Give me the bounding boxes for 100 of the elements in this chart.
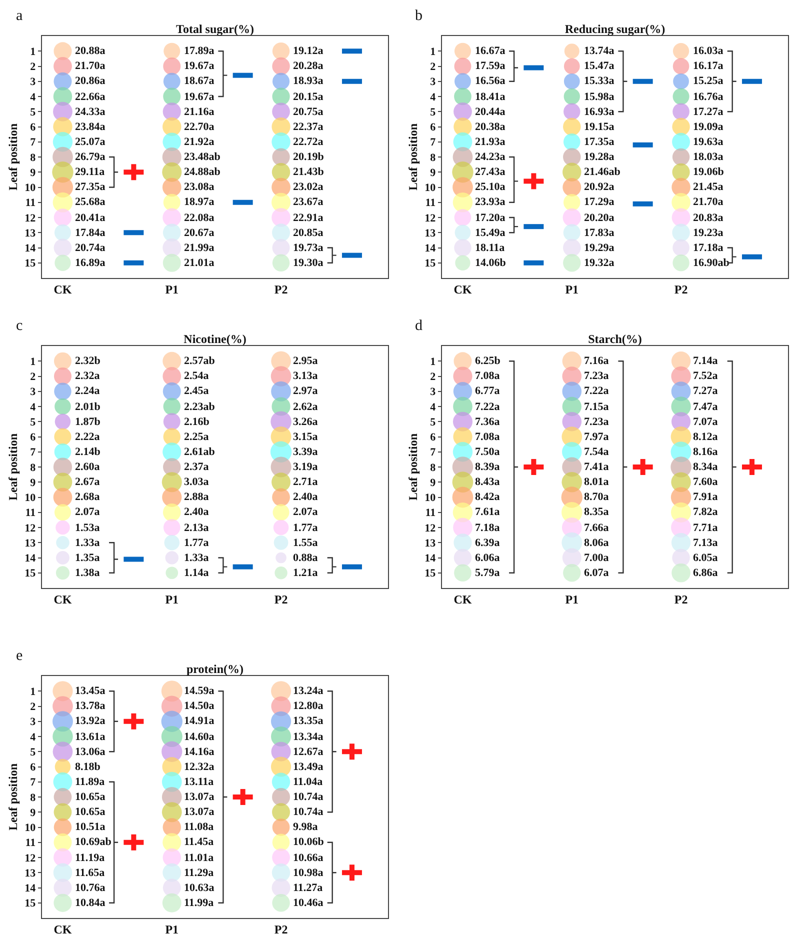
y-tick-label: 5 <box>30 746 36 758</box>
text: e <box>16 648 23 664</box>
annotation: 5.79a <box>475 567 500 579</box>
annotation: 2.13a <box>184 522 210 534</box>
y-tick-label: 10 <box>24 822 36 834</box>
y-tick-label: 15 <box>24 898 36 910</box>
y-tick-label: 9 <box>430 476 436 489</box>
annotation: 10.74a <box>293 806 324 818</box>
chart-title: Starch(%) <box>588 332 642 346</box>
annotation: 7.07a <box>693 416 718 428</box>
annotation: 9.98a <box>293 821 318 833</box>
annotation: 20.67a <box>184 227 215 239</box>
annotation: 2.32a <box>75 370 100 382</box>
y-tick-label: 10 <box>24 492 36 504</box>
annotation: 7.52a <box>693 370 718 382</box>
annotation: 6.39a <box>475 537 500 549</box>
annotation: 20.15a <box>293 91 324 103</box>
annotation: 2.07a <box>293 506 318 518</box>
annotation: 13.78a <box>75 700 106 712</box>
y-axis-title: Leaf position <box>6 433 20 501</box>
annotation: 11.19a <box>75 852 106 864</box>
y-tick-label: 2 <box>30 371 36 384</box>
annotation: 25.10a <box>475 181 506 193</box>
annotation: 7.41a <box>584 461 610 473</box>
y-tick-label: 2 <box>30 701 36 714</box>
annotation: 3.15a <box>293 431 318 443</box>
annotation: 22.70a <box>184 121 215 133</box>
annotation: 23.67a <box>293 196 324 208</box>
annotation: 13.92a <box>75 715 106 727</box>
text: a <box>16 8 23 24</box>
annotation: 3.19a <box>293 461 318 473</box>
x-tick-label: P2 <box>674 592 688 607</box>
annotation: 20.85a <box>293 227 324 239</box>
x-tick-label: CK <box>54 592 72 607</box>
annotation: 20.44a <box>475 106 506 118</box>
y-tick-label: 12 <box>424 212 436 224</box>
y-tick-label: 8 <box>430 462 436 474</box>
annotation: 1.33a <box>75 537 100 549</box>
annotation: 7.08a <box>475 431 500 443</box>
annotation: 19.28a <box>584 151 615 163</box>
annotation: 14.59a <box>184 685 215 697</box>
annotation: 6.25b <box>475 355 500 367</box>
annotation: 15.33a <box>584 75 615 87</box>
annotation: 7.97a <box>584 431 610 443</box>
annotation: 17.84a <box>75 227 106 239</box>
y-tick-label: 4 <box>30 91 36 104</box>
y-tick-label: 4 <box>30 401 36 414</box>
y-tick-label: 15 <box>424 568 436 580</box>
annotation: 13.35a <box>293 715 324 727</box>
annotation: 22.66a <box>75 91 106 103</box>
annotation: 18.11a <box>475 242 506 254</box>
annotation: 17.29a <box>584 196 615 208</box>
annotation: 3.26a <box>293 416 318 428</box>
annotation: 13.24a <box>293 685 324 697</box>
annotation: 17.20a <box>475 212 506 224</box>
y-tick-label: 9 <box>30 476 36 489</box>
x-tick-label: P1 <box>165 922 179 937</box>
annotation: 19.06b <box>693 166 724 178</box>
annotation: 10.65a <box>75 791 106 803</box>
y-tick-label: 2 <box>30 61 36 74</box>
y-tick-label: 3 <box>430 76 436 88</box>
x-tick-label: P1 <box>165 592 179 607</box>
annotation: 16.67a <box>475 45 506 57</box>
annotation: 3.39a <box>293 446 318 458</box>
annotation: 0.88a <box>293 552 318 564</box>
chart-title: Reducing sugar(%) <box>564 22 666 36</box>
y-tick-label: 7 <box>430 136 436 149</box>
x-tick-label: P2 <box>274 592 288 607</box>
annotation: 6.77a <box>475 385 500 397</box>
text: d <box>415 318 423 334</box>
y-tick-label: 1 <box>30 46 36 58</box>
annotation: 7.47a <box>693 401 718 413</box>
y-tick-label: 5 <box>30 106 36 118</box>
y-tick-label: 1 <box>30 356 36 368</box>
annotation: 23.48ab <box>184 151 220 163</box>
annotation: 8.01a <box>584 476 610 488</box>
y-tick-label: 3 <box>30 386 36 398</box>
annotation: 20.41a <box>75 212 106 224</box>
annotation: 20.86a <box>75 75 106 87</box>
annotation: 24.33a <box>75 106 106 118</box>
y-tick-label: 11 <box>425 507 436 520</box>
annotation: 18.03a <box>693 151 724 163</box>
annotation: 14.91a <box>184 715 215 727</box>
annotation: 7.23a <box>584 370 610 382</box>
annotation: 25.68a <box>75 196 106 208</box>
y-tick-label: 7 <box>30 776 36 789</box>
annotation: 1.55a <box>293 537 318 549</box>
annotation: 7.23a <box>584 416 610 428</box>
annotation: 7.18a <box>475 522 500 534</box>
annotation: 13.06a <box>75 746 106 758</box>
annotation: 2.68a <box>75 491 100 503</box>
annotation: 23.08a <box>184 181 215 193</box>
annotation: 1.33a <box>184 552 210 564</box>
y-tick-label: 11 <box>25 837 36 850</box>
annotation: 21.46ab <box>584 166 620 178</box>
annotation: 2.16b <box>184 416 210 428</box>
annotation: 2.88a <box>184 491 210 503</box>
annotation: 8.35a <box>584 506 610 518</box>
annotation: 10.74a <box>293 791 324 803</box>
annotation: 10.63a <box>184 882 215 894</box>
